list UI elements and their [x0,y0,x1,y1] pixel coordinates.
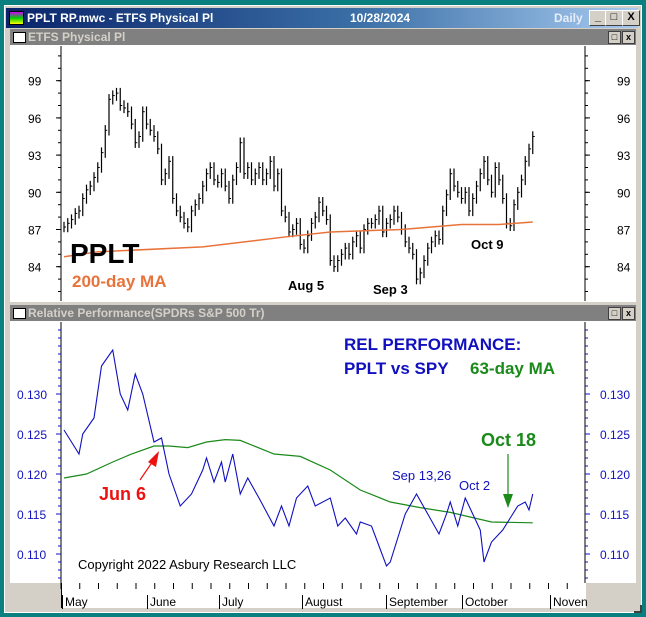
ma200-line [63,221,533,258]
ma200-label: 200-day MA [72,272,167,291]
y-tick-label: 0.110 [600,548,629,562]
y-tick-label: 87 [617,224,631,238]
close-button[interactable]: X [622,10,640,26]
y-tick-label: 84 [28,261,42,275]
month-label: August [302,595,342,609]
panel-icon [13,32,26,43]
period-label[interactable]: Daily [554,11,583,25]
y-tick-label: 93 [28,149,42,163]
relperf-panel [10,321,636,583]
y-tick-label: 0.125 [600,428,630,442]
y-tick-label: 90 [28,186,42,200]
ma63-line [63,438,533,524]
y-tick-label: 93 [617,149,631,163]
resize-grip-icon[interactable] [634,605,642,613]
y-tick-label: 96 [617,112,631,126]
app-icon [9,11,24,25]
y-tick-label: 0.120 [17,468,47,482]
panel-close-button[interactable]: x [622,307,635,320]
copyright-text: Copyright 2022 Asbury Research LLC [78,557,297,572]
month-label: September [386,595,448,609]
y-tick-label: 0.115 [600,508,629,522]
aug5-label: Aug 5 [288,278,325,293]
panel-title: Relative Performance(SPDRs S&P 500 Tr) [28,306,265,320]
window-title: PPLT RP.mwc - ETFS Physical Pl [27,11,214,25]
oct18-arrowhead-icon [503,494,513,508]
y-tick-label: 0.125 [17,428,47,442]
window-date: 10/28/2024 [350,11,411,25]
rel-title-line2: PPLT vs SPY [344,359,449,378]
panel-title: ETFS Physical Pl [28,30,126,44]
month-label: May [62,595,88,609]
title-bar[interactable]: PPLT RP.mwc - ETFS Physical Pl 10/28/202… [6,8,640,28]
jun6-label: Jun 6 [99,484,147,504]
month-label: October [462,595,508,609]
month-label: July [219,595,243,609]
y-tick-label: 90 [617,186,631,200]
y-tick-label: 96 [28,112,42,126]
y-tick-label: 0.130 [600,388,630,402]
y-tick-label: 84 [617,261,631,275]
y-tick-label: 0.130 [17,388,47,402]
oct18-label: Oct 18 [481,430,537,450]
panel-close-button[interactable]: x [622,31,635,44]
rel-title-line1: REL PERFORMANCE: [344,335,522,354]
oct2-label: Oct 2 [459,478,491,493]
y-tick-label: 0.115 [17,508,46,522]
panel-icon [13,308,26,319]
oct9-label: Oct 9 [471,237,504,252]
ma63-label: 63-day MA [470,359,556,378]
ticker-label: PPLT [70,238,140,269]
month-label: June [147,595,176,609]
panel-header-price: ETFS Physical Pl □ x [10,29,636,45]
relperf-line [63,348,534,568]
y-tick-label: 87 [28,224,42,238]
y-tick-label: 0.110 [17,548,46,562]
y-tick-label: 0.120 [600,468,630,482]
y-tick-label: 99 [617,75,631,89]
panel-restore-button[interactable]: □ [608,307,621,320]
sep1326-label: Sep 13,26 [392,468,452,483]
panel-restore-button[interactable]: □ [608,31,621,44]
sep3-label: Sep 3 [373,282,408,297]
price-panel [10,45,636,302]
panel-header-relperf: Relative Performance(SPDRs S&P 500 Tr) □… [10,305,636,321]
month-label: Noven [550,595,588,609]
y-tick-label: 99 [28,75,42,89]
jun6-arrowhead-icon [148,451,159,467]
